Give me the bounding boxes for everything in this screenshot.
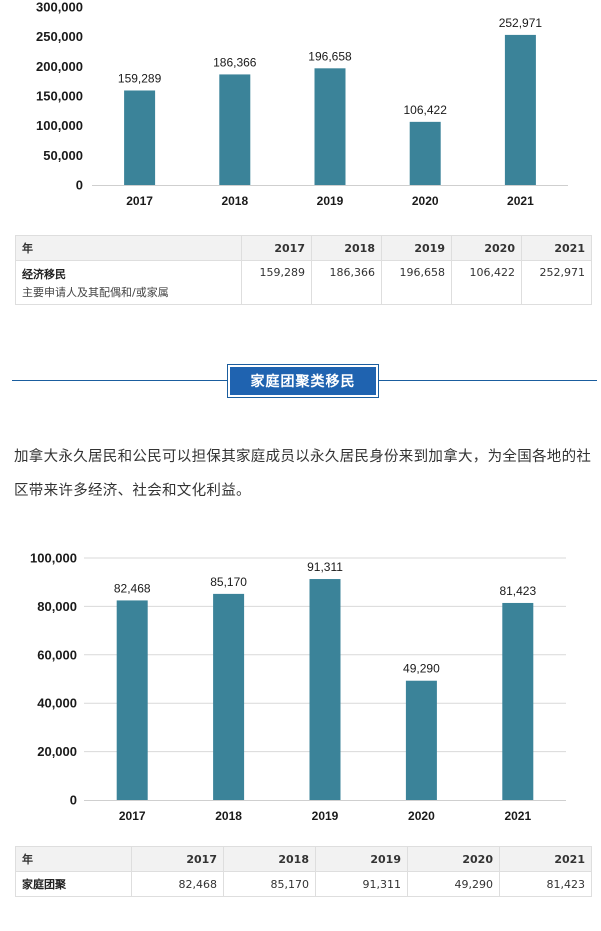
bar-2021 bbox=[502, 602, 534, 800]
data-label-2019: 196,658 bbox=[308, 49, 352, 63]
section-title: 家庭团聚类移民 bbox=[230, 367, 376, 395]
table-header-row: 年 2017 2018 2019 2020 2021 bbox=[15, 846, 592, 872]
row-subtitle: 主要申请人及其配偶和/或家属 bbox=[22, 286, 169, 299]
x-tick-label-2020: 2020 bbox=[408, 809, 435, 823]
y-tick-label: 100,000 bbox=[36, 118, 83, 133]
row-title-text: 家庭团聚 bbox=[22, 878, 66, 891]
x-tick-label-2017: 2017 bbox=[126, 194, 153, 208]
bar-2017 bbox=[116, 600, 148, 800]
row-label-cell: 经济移民 主要申请人及其配偶和/或家属 bbox=[15, 260, 242, 305]
data-label-2018: 85,170 bbox=[210, 575, 247, 589]
value-cell-2019: 91,311 bbox=[315, 871, 408, 897]
value-cell-2018: 186,366 bbox=[311, 260, 382, 305]
value-cell-2018: 85,170 bbox=[223, 871, 316, 897]
year-header-2020: 2020 bbox=[451, 235, 522, 261]
y-tick-label: 0 bbox=[70, 793, 77, 808]
year-header-2018: 2018 bbox=[311, 235, 382, 261]
row-title: 经济移民 bbox=[22, 268, 66, 281]
intro-paragraph: 加拿大永久居民和公民可以担保其家庭成员以永久居民身份来到加拿大，为全国各地的社区… bbox=[14, 449, 592, 499]
y-tick-label: 20,000 bbox=[37, 744, 77, 759]
year-header-2020: 2020 bbox=[407, 846, 500, 872]
bar-2021 bbox=[504, 34, 536, 186]
y-tick-label: 200,000 bbox=[36, 59, 83, 74]
year-header-2019: 2019 bbox=[315, 846, 408, 872]
x-tick-label-2021: 2021 bbox=[507, 194, 534, 208]
x-tick-label-2020: 2020 bbox=[412, 194, 439, 208]
table-header-row: 年 2017 2018 2019 2020 2021 bbox=[15, 235, 592, 261]
y-tick-label: 80,000 bbox=[37, 599, 77, 614]
year-header-2017: 2017 bbox=[131, 846, 224, 872]
data-label-2017: 159,289 bbox=[118, 71, 162, 85]
bar-2018 bbox=[213, 593, 245, 800]
x-tick-label-2019: 2019 bbox=[312, 809, 339, 823]
year-header-2021: 2021 bbox=[499, 846, 592, 872]
row-title: 家庭团聚 bbox=[15, 871, 132, 897]
bar-2018 bbox=[219, 74, 251, 185]
section-title-badge: 家庭团聚类移民 bbox=[227, 364, 379, 398]
value-cell-2020: 49,290 bbox=[407, 871, 500, 897]
economic-immigration-bar-chart: 0 50,000 100,000 150,000 200,000 250,000 300,0… bbox=[36, 0, 568, 208]
bar-2020 bbox=[405, 680, 437, 800]
year-header: 年 bbox=[15, 235, 242, 261]
value-cell-2017: 159,289 bbox=[241, 260, 312, 305]
bar-2019 bbox=[314, 68, 346, 185]
value-cell-2021: 81,423 bbox=[499, 871, 592, 897]
bar-2019 bbox=[309, 579, 341, 800]
value-cell-2019: 196,658 bbox=[381, 260, 452, 305]
family-reunification-table: 年 2017 2018 2019 2020 2021 家庭团聚 82,468 8… bbox=[15, 846, 592, 897]
year-header-2017: 2017 bbox=[241, 235, 312, 261]
x-tick-label-2018: 2018 bbox=[215, 809, 242, 823]
data-label-2017: 82,468 bbox=[114, 581, 151, 595]
data-label-2018: 186,366 bbox=[213, 55, 257, 69]
table-row: 经济移民 主要申请人及其配偶和/或家属 159,289 186,366 196,… bbox=[15, 260, 592, 305]
year-header-2021: 2021 bbox=[521, 235, 592, 261]
y-tick-label: 40,000 bbox=[37, 696, 77, 711]
economic-immigration-table: 年 2017 2018 2019 2020 2021 经济移民 主要申请人及其配… bbox=[15, 235, 592, 305]
x-tick-label-2018: 2018 bbox=[221, 194, 248, 208]
y-tick-label: 0 bbox=[76, 178, 83, 193]
y-tick-label: 50,000 bbox=[43, 148, 83, 163]
year-header: 年 bbox=[15, 846, 132, 872]
y-tick-label: 250,000 bbox=[36, 29, 83, 44]
value-cell-2020: 106,422 bbox=[451, 260, 522, 305]
year-header-2019: 2019 bbox=[381, 235, 452, 261]
y-tick-label: 100,000 bbox=[30, 551, 77, 566]
bar-2020 bbox=[409, 121, 441, 185]
x-tick-label-2021: 2021 bbox=[504, 809, 531, 823]
y-tick-label: 60,000 bbox=[37, 647, 77, 662]
value-cell-2021: 252,971 bbox=[521, 260, 592, 305]
table-row: 家庭团聚 82,468 85,170 91,311 49,290 81,423 bbox=[15, 871, 592, 897]
value-cell-2017: 82,468 bbox=[131, 871, 224, 897]
data-label-2020: 49,290 bbox=[403, 662, 440, 676]
x-tick-label-2017: 2017 bbox=[119, 809, 146, 823]
family-reunification-bar-chart: 0 20,000 40,000 60,000 80,000 100,000 82,468 20… bbox=[30, 551, 566, 823]
bar-2017 bbox=[124, 90, 156, 185]
year-header-2018: 2018 bbox=[223, 846, 316, 872]
y-tick-label: 300,000 bbox=[36, 0, 83, 15]
data-label-2019: 91,311 bbox=[307, 560, 343, 574]
data-label-2020: 106,422 bbox=[404, 103, 448, 117]
data-label-2021: 81,423 bbox=[499, 584, 536, 598]
y-tick-label: 150,000 bbox=[36, 89, 83, 104]
data-label-2021: 252,971 bbox=[499, 16, 543, 30]
x-tick-label-2019: 2019 bbox=[317, 194, 344, 208]
